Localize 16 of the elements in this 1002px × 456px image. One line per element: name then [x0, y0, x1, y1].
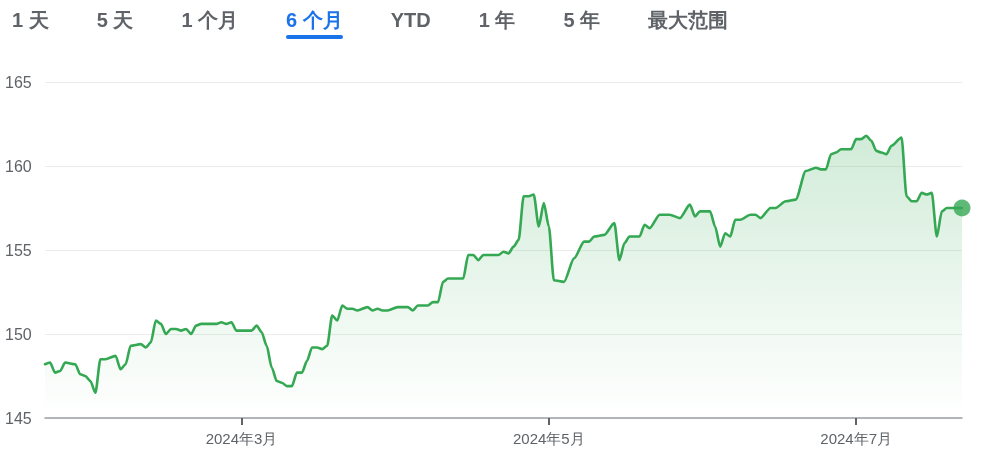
text: 最大范围 [648, 9, 729, 31]
y-tick-label: 150 [5, 325, 32, 343]
text: 6 个月 [286, 9, 343, 31]
x-tick-label: 2024年7月 [820, 430, 893, 447]
text: 5 天 [96, 9, 134, 31]
text: YTD [390, 9, 431, 31]
y-tick-label: 155 [5, 241, 32, 259]
y-tick-label: 160 [5, 157, 32, 175]
x-tick-label: 2024年3月 [205, 430, 278, 447]
text: 1 天 [12, 9, 49, 31]
text: 1 年 [478, 9, 516, 31]
text: 1 个月 [181, 9, 239, 31]
y-tick-label: 165 [5, 73, 32, 91]
text: 5 年 [563, 9, 601, 31]
y-tick-label: 145 [5, 409, 32, 427]
x-tick-label: 2024年5月 [512, 430, 585, 447]
